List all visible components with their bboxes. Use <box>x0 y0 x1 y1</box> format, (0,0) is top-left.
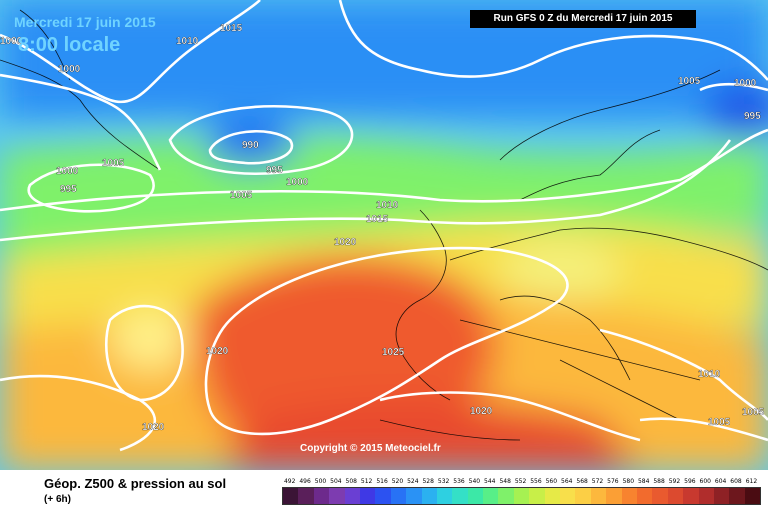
scale-tick-label: 500 <box>314 478 327 485</box>
scale-color-swatch <box>329 488 345 504</box>
run-info: Run GFS 0 Z du Mercredi 17 juin 2015 <box>470 10 696 28</box>
isobar-label: 1005 <box>678 76 701 87</box>
copyright-text: Copyright © 2015 Meteociel.fr <box>300 443 441 454</box>
scale-tick-label: 588 <box>653 478 665 485</box>
scale-color-swatch <box>652 488 668 504</box>
scale-color-swatch <box>452 488 468 504</box>
scale-tick-label: 544 <box>484 478 496 485</box>
scale-tick-label: 592 <box>668 478 681 485</box>
scale-color-swatch <box>483 488 499 504</box>
scale-color-swatch <box>436 488 453 504</box>
scale-color-swatch <box>698 488 714 504</box>
isobar-label: 1000 <box>734 78 757 89</box>
scale-tick-label: 596 <box>684 478 696 485</box>
scale-color-swatch <box>421 488 437 504</box>
scale-tick-label: 604 <box>714 478 727 485</box>
isobar-label: 1015 <box>220 23 243 34</box>
isobar-label: 990 <box>242 140 259 151</box>
scale-color-swatch <box>729 488 745 504</box>
isobar-label: 1020 <box>470 406 493 417</box>
scale-tick-label: 504 <box>330 478 342 485</box>
scale-color-swatch <box>513 488 530 504</box>
scale-tick-label: 512 <box>360 478 373 485</box>
scale-color-swatch <box>621 488 637 504</box>
isobar-label: 1005 <box>708 417 731 428</box>
scale-tick-label: 560 <box>545 478 558 485</box>
scale-tick-label: 556 <box>530 478 542 485</box>
scale-tick-label: 572 <box>591 478 604 485</box>
scale-tick-label: 608 <box>730 478 742 485</box>
scale-color-swatch <box>606 488 622 504</box>
scale-tick-label: 532 <box>437 478 450 485</box>
scale-tick-label: 528 <box>422 478 434 485</box>
scale-tick-label: 548 <box>499 478 511 485</box>
isobar-label: 995 <box>744 111 761 122</box>
isobar-label: 1020 <box>142 422 165 433</box>
isobar-label: 1000 <box>56 166 79 177</box>
scale-tick-label: 580 <box>622 478 635 485</box>
scale-tick-label: 540 <box>468 478 481 485</box>
isobar-label: 1010 <box>376 200 399 211</box>
isobar-label: 1010 <box>176 36 199 47</box>
scale-tick-label: 492 <box>283 478 296 485</box>
legend-subtitle: (+ 6h) <box>44 494 71 505</box>
isobar-label: 1005 <box>230 190 253 201</box>
scale-tick-label: 568 <box>576 478 588 485</box>
geopotential-map: 1015 1010 1000 1000 990 995 1000 1005 10… <box>0 0 768 470</box>
scale-color-swatch <box>529 488 545 504</box>
color-scale-labels: 492 496 500 504 508 512 516 520 524 528 532 536 540 5… <box>282 478 761 485</box>
scale-color-swatch <box>636 488 653 504</box>
scale-color-swatch <box>713 488 730 504</box>
scale-tick-label: 612 <box>745 478 758 485</box>
scale-tick-label: 508 <box>345 478 357 485</box>
isobar-label: 1010 <box>698 369 721 380</box>
scale-color-swatch <box>467 488 484 504</box>
scale-color-swatch <box>744 488 761 504</box>
scale-tick-label: 564 <box>561 478 573 485</box>
forecast-hour: 8:00 locale <box>18 34 121 56</box>
isobar-label: 1005 <box>102 158 125 169</box>
scale-tick-label: 524 <box>407 478 419 485</box>
scale-tick-label: 600 <box>699 478 711 485</box>
isobar-label: 1005 <box>742 407 765 418</box>
color-scale-bar <box>282 487 762 505</box>
forecast-date: Mercredi 17 juin 2015 <box>14 14 156 30</box>
scale-color-swatch <box>575 488 591 504</box>
isobar-label: 1000 <box>0 36 23 47</box>
scale-color-swatch <box>560 488 576 504</box>
isobar-label: 1000 <box>58 64 81 75</box>
scale-tick-label: 536 <box>453 478 465 485</box>
isobar-label: 995 <box>60 184 77 195</box>
scale-color-swatch <box>590 488 607 504</box>
scale-tick-label: 584 <box>637 478 650 485</box>
scale-color-swatch <box>298 488 314 504</box>
scale-color-swatch <box>283 488 299 504</box>
scale-color-swatch <box>390 488 407 504</box>
scale-color-swatch <box>683 488 699 504</box>
scale-tick-label: 520 <box>391 478 404 485</box>
scale-color-swatch <box>406 488 422 504</box>
isobar-label: 1015 <box>366 214 389 225</box>
scale-tick-label: 576 <box>607 478 619 485</box>
color-scale: 492 496 500 504 508 512 516 520 524 528 532 536 540 5… <box>282 478 762 505</box>
scale-color-swatch <box>544 488 561 504</box>
legend-title: Géop. Z500 & pression au sol <box>44 476 227 491</box>
scale-color-swatch <box>313 488 330 504</box>
scale-color-swatch <box>359 488 376 504</box>
isobar-label: 1020 <box>334 237 357 248</box>
isobar-label: 1025 <box>382 347 405 358</box>
isobar-label: 1020 <box>206 346 229 357</box>
scale-color-swatch <box>498 488 514 504</box>
scale-color-swatch <box>667 488 684 504</box>
scale-tick-label: 552 <box>514 478 527 485</box>
isobar-label: 1000 <box>286 177 309 188</box>
scale-color-swatch <box>375 488 391 504</box>
isobar-label: 995 <box>266 165 283 176</box>
scale-tick-label: 516 <box>376 478 388 485</box>
scale-color-swatch <box>344 488 360 504</box>
scale-tick-label: 496 <box>299 478 311 485</box>
